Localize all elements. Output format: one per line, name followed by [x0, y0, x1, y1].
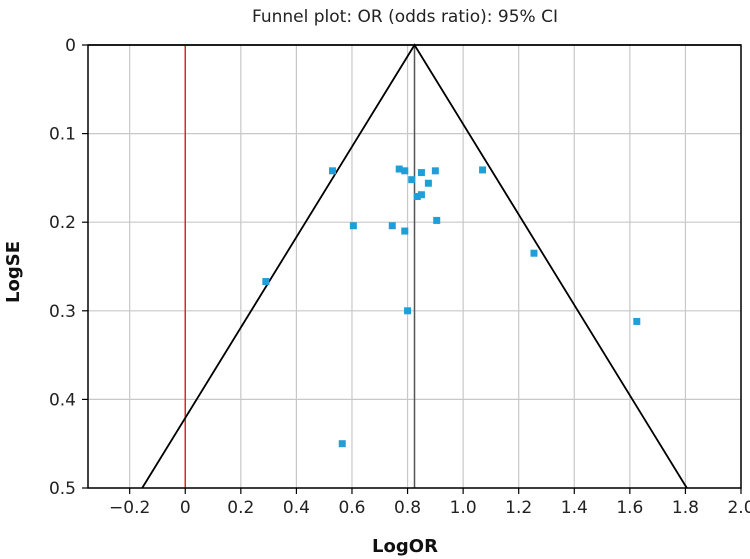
study-point [262, 278, 270, 286]
y-tick-label: 0.2 [49, 213, 76, 233]
x-tick-label: 0.8 [394, 498, 421, 518]
study-point [395, 165, 403, 173]
y-tick-label: 0.4 [49, 390, 76, 410]
study-point [404, 307, 412, 315]
x-axis-title: LogOR [372, 536, 438, 557]
plot-marks [88, 43, 741, 489]
x-tick-label: 1.6 [616, 498, 643, 518]
data-points [262, 165, 641, 448]
study-point [401, 167, 409, 175]
x-tick-label: 0.2 [227, 498, 254, 518]
study-point [413, 193, 421, 201]
x-tick-label: −0.2 [109, 498, 150, 518]
study-point [431, 167, 439, 175]
x-tick-label: 1.8 [672, 498, 699, 518]
study-point [401, 227, 409, 235]
study-point [329, 167, 337, 175]
study-point [433, 216, 441, 224]
y-tick-label: 0.1 [49, 125, 76, 145]
x-axis-ticks: −0.2 0 0.2 0.4 0.6 0.8 1.0 1.2 1.4 1.6 1.8 2.0 [109, 488, 750, 518]
plot-frame [87, 44, 742, 489]
study-point [479, 166, 487, 174]
x-tick-label: 0.6 [338, 498, 365, 518]
study-point [530, 249, 538, 257]
study-point [349, 222, 357, 230]
x-tick-label: 0.4 [283, 498, 310, 518]
study-point [417, 191, 425, 199]
study-point [424, 179, 432, 187]
y-axis-title: LogSE [3, 241, 24, 303]
x-tick-label: 2.0 [727, 498, 750, 518]
study-point [633, 317, 641, 325]
study-point [417, 169, 425, 177]
study-point [408, 176, 416, 184]
x-tick-label: 1.0 [450, 498, 477, 518]
y-tick-label: 0 [65, 36, 76, 56]
study-point [388, 222, 396, 230]
y-axis-ticks: 0 0.1 0.2 0.3 0.4 0.5 [49, 36, 88, 499]
chart-title: Funnel plot: OR (odds ratio): 95% CI [252, 7, 558, 27]
y-tick-label: 0.3 [49, 302, 76, 322]
x-tick-label: 0 [180, 498, 191, 518]
x-tick-label: 1.2 [505, 498, 532, 518]
study-point [338, 440, 346, 448]
y-tick-label: 0.5 [49, 479, 76, 499]
x-tick-label: 1.4 [561, 498, 588, 518]
